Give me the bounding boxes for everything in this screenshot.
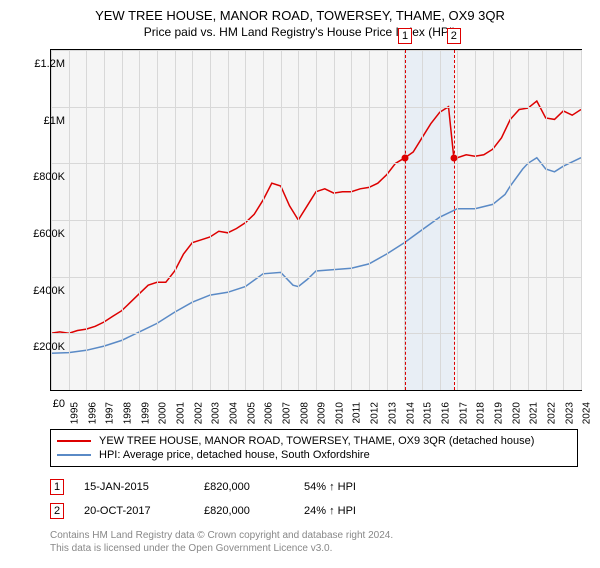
annotation-date: 20-OCT-2017 [84, 505, 184, 517]
gridline-v [387, 50, 388, 390]
y-tick-label: £200K [20, 341, 65, 353]
x-tick-label: 1995 [69, 402, 80, 424]
x-tick-label: 2005 [246, 402, 257, 424]
x-tick-label: 2004 [228, 402, 239, 424]
x-tick-label: 2000 [158, 402, 169, 424]
y-tick-label: £400K [20, 285, 65, 297]
x-tick-label: 1998 [122, 402, 133, 424]
legend-label: YEW TREE HOUSE, MANOR ROAD, TOWERSEY, TH… [99, 435, 534, 447]
y-tick-label: £600K [20, 228, 65, 240]
gridline-v [228, 50, 229, 390]
x-tick-label: 2021 [529, 402, 540, 424]
gridline-v [351, 50, 352, 390]
gridline-v [263, 50, 264, 390]
x-tick-label: 2020 [511, 402, 522, 424]
annotation-row: 2 20-OCT-2017 £820,000 24% ↑ HPI [50, 499, 600, 523]
gridline-v [475, 50, 476, 390]
x-tick-label: 2011 [351, 402, 362, 424]
y-tick-label: £1M [20, 115, 65, 127]
annotation-row: 1 15-JAN-2015 £820,000 54% ↑ HPI [50, 475, 600, 499]
x-tick-label: 2017 [458, 402, 469, 424]
chart-title: YEW TREE HOUSE, MANOR ROAD, TOWERSEY, TH… [0, 8, 600, 23]
footer-line-1: Contains HM Land Registry data © Crown c… [50, 529, 600, 542]
gridline-v [157, 50, 158, 390]
x-tick-label: 1999 [140, 402, 151, 424]
legend-row: HPI: Average price, detached house, Sout… [57, 448, 571, 462]
x-tick-label: 2008 [299, 402, 310, 424]
marker-line [405, 50, 406, 390]
legend-swatch [57, 454, 91, 456]
footer-attribution: Contains HM Land Registry data © Crown c… [50, 529, 600, 555]
x-tick-label: 2007 [281, 402, 292, 424]
marker-label-box: 1 [398, 28, 412, 44]
legend-row: YEW TREE HOUSE, MANOR ROAD, TOWERSEY, TH… [57, 434, 571, 448]
gridline-v [422, 50, 423, 390]
y-tick-label: £800K [20, 171, 65, 183]
x-tick-label: 2010 [334, 402, 345, 424]
chart-plot-area: 1995199619971998199920002001200220032004… [50, 49, 582, 391]
legend-label: HPI: Average price, detached house, Sout… [99, 449, 370, 461]
x-tick-label: 2003 [211, 402, 222, 424]
gridline-v [334, 50, 335, 390]
x-tick-label: 2016 [440, 402, 451, 424]
x-tick-label: 1996 [87, 402, 98, 424]
gridline-v [298, 50, 299, 390]
gridline-v [316, 50, 317, 390]
x-tick-label: 2014 [405, 402, 416, 424]
annotation-number-box: 1 [50, 479, 64, 495]
marker-line [454, 50, 455, 390]
gridline-v [281, 50, 282, 390]
annotation-date: 15-JAN-2015 [84, 481, 184, 493]
gridline-v [440, 50, 441, 390]
x-tick-label: 2015 [423, 402, 434, 424]
gridline-v [210, 50, 211, 390]
y-tick-label: £0 [20, 398, 65, 410]
gridline-v [51, 50, 52, 390]
marker-label-box: 2 [447, 28, 461, 44]
annotation-price: £820,000 [204, 481, 284, 493]
x-tick-label: 2024 [582, 402, 593, 424]
gridline-v [192, 50, 193, 390]
gridline-v [369, 50, 370, 390]
annotation-delta: 24% ↑ HPI [304, 505, 404, 517]
x-tick-label: 2006 [264, 402, 275, 424]
y-tick-label: £1.2M [20, 58, 65, 70]
x-tick-label: 1997 [105, 402, 116, 424]
gridline-v [86, 50, 87, 390]
gridline-v [546, 50, 547, 390]
annotation-delta: 54% ↑ HPI [304, 481, 404, 493]
marker-dot [402, 154, 409, 161]
x-tick-label: 2009 [317, 402, 328, 424]
gridline-v [563, 50, 564, 390]
annotation-price: £820,000 [204, 505, 284, 517]
gridline-v [493, 50, 494, 390]
gridline-v [122, 50, 123, 390]
legend-swatch [57, 440, 91, 442]
x-tick-label: 2001 [175, 402, 186, 424]
annotation-number-box: 2 [50, 503, 64, 519]
annotations-table: 1 15-JAN-2015 £820,000 54% ↑ HPI 2 20-OCT-201… [50, 475, 600, 523]
x-tick-label: 2019 [493, 402, 504, 424]
gridline-v [69, 50, 70, 390]
gridline-v [528, 50, 529, 390]
x-tick-label: 2002 [193, 402, 204, 424]
x-tick-label: 2013 [387, 402, 398, 424]
gridline-v [457, 50, 458, 390]
marker-dot [450, 154, 457, 161]
chart-subtitle: Price paid vs. HM Land Registry's House … [0, 25, 600, 39]
gridline-v [104, 50, 105, 390]
x-tick-label: 2022 [546, 402, 557, 424]
x-tick-label: 2023 [564, 402, 575, 424]
legend-box: YEW TREE HOUSE, MANOR ROAD, TOWERSEY, TH… [50, 429, 578, 467]
footer-line-2: This data is licensed under the Open Gov… [50, 542, 600, 555]
gridline-v [581, 50, 582, 390]
gridline-v [139, 50, 140, 390]
gridline-v [510, 50, 511, 390]
x-tick-label: 2012 [370, 402, 381, 424]
x-tick-label: 2018 [476, 402, 487, 424]
gridline-v [175, 50, 176, 390]
gridline-v [245, 50, 246, 390]
